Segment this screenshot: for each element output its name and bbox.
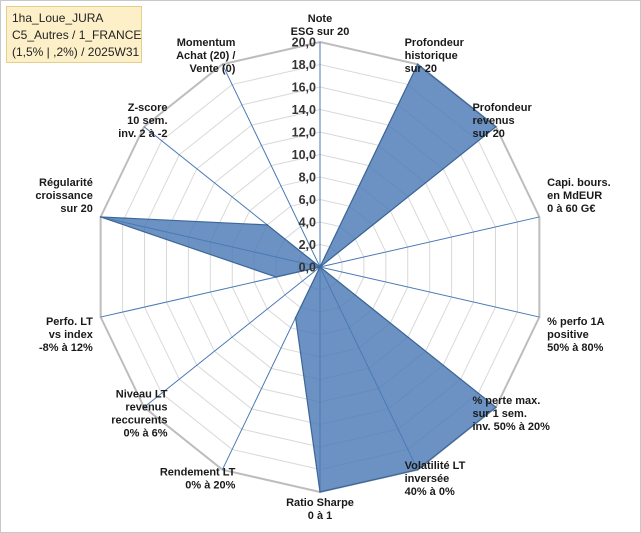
- axis-spoke: [319, 216, 540, 268]
- category-label: Note ESG sur 20: [291, 13, 350, 38]
- category-label: Régularité croissance sur 20: [35, 177, 92, 215]
- data-point: [319, 491, 321, 493]
- category-label: Volatilité LT inversée 40% à 0%: [405, 460, 466, 498]
- tick-label: 20,0: [292, 36, 316, 50]
- tick-label: 18,0: [292, 58, 316, 72]
- category-label: Profondeur historique sur 20: [405, 37, 465, 75]
- tick-label: 8,0: [299, 171, 316, 185]
- category-label: % perfo 1A positive 50% à 80%: [547, 316, 605, 354]
- info-line-2: C5_Autres / 1_FRANCE: [12, 28, 142, 42]
- info-line-1: 1ha_Loue_JURA: [12, 11, 104, 25]
- data-point: [416, 63, 419, 66]
- category-label: Capi. bours. en MdEUR 0 à 60 G€: [547, 177, 611, 215]
- data-point: [99, 216, 102, 218]
- category-label: Z-score 10 sem. inv. 2 à -2: [118, 102, 167, 140]
- data-point: [275, 276, 277, 278]
- category-label: Rendement LT 0% à 20%: [160, 467, 236, 492]
- tick-label: 16,0: [292, 81, 316, 95]
- data-point: [495, 125, 497, 128]
- category-label: Profondeur revenus sur 20: [472, 102, 532, 140]
- axis-spoke: [143, 266, 321, 408]
- info-box: 1ha_Loue_JURA C5_Autres / 1_FRANCE (1,5%…: [6, 6, 142, 63]
- category-label: Niveau LT revenus reccurents 0% à 6%: [111, 389, 168, 440]
- category-label: Momentum Achat (20) / Vente (0): [176, 37, 236, 75]
- data-point: [266, 224, 269, 226]
- category-label: % perte max. sur 1 sem. inv. 50% à 20%: [472, 395, 550, 433]
- tick-label: 12,0: [292, 126, 316, 140]
- axis-spoke: [319, 266, 540, 318]
- data-point: [294, 316, 297, 319]
- axis-spoke: [221, 64, 321, 268]
- tick-label: 0,0: [299, 261, 316, 275]
- tick-label: 10,0: [292, 148, 316, 162]
- data-point: [495, 406, 497, 409]
- category-label: Perfo. LT vs index -8% à 12%: [39, 316, 94, 354]
- data-point: [319, 266, 321, 268]
- category-label: Ratio Sharpe 0 à 1: [286, 497, 354, 522]
- tick-label: 14,0: [292, 103, 316, 117]
- tick-label: 2,0: [299, 238, 316, 252]
- tick-label: 6,0: [299, 193, 316, 207]
- tick-label: 4,0: [299, 216, 316, 230]
- data-point: [416, 468, 419, 471]
- info-line-3: (1,5% | ,2%) / 2025W31: [12, 45, 140, 59]
